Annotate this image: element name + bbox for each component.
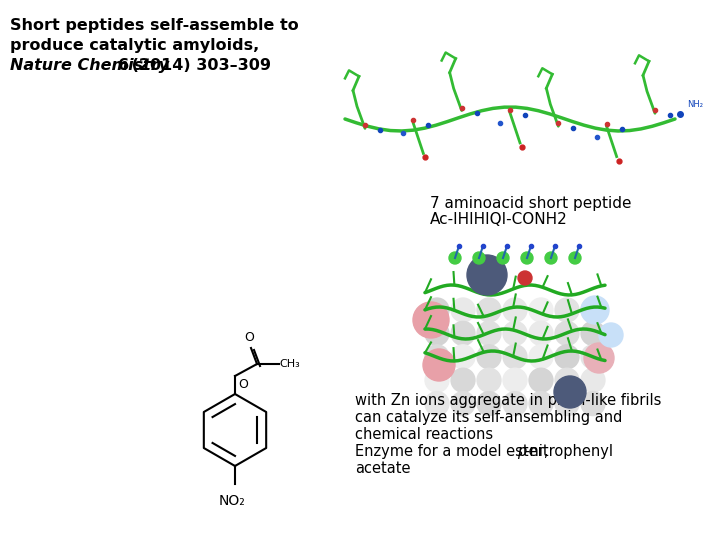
Circle shape xyxy=(581,296,609,324)
Text: (2014) 303–309: (2014) 303–309 xyxy=(126,58,271,73)
Circle shape xyxy=(451,345,475,369)
Circle shape xyxy=(413,302,449,338)
Circle shape xyxy=(584,343,614,373)
Circle shape xyxy=(599,323,623,347)
Text: acetate: acetate xyxy=(355,461,410,476)
Circle shape xyxy=(545,252,557,264)
Circle shape xyxy=(451,368,475,392)
Circle shape xyxy=(569,252,581,264)
Circle shape xyxy=(503,392,527,416)
Circle shape xyxy=(477,298,501,322)
Circle shape xyxy=(529,392,553,416)
Text: with Zn ions aggregate in prion-like fibrils: with Zn ions aggregate in prion-like fib… xyxy=(355,393,662,408)
Circle shape xyxy=(529,368,553,392)
Circle shape xyxy=(423,349,455,381)
Circle shape xyxy=(477,368,501,392)
Circle shape xyxy=(451,321,475,346)
Text: NO₂: NO₂ xyxy=(219,494,246,508)
Circle shape xyxy=(555,345,579,369)
Circle shape xyxy=(473,252,485,264)
Circle shape xyxy=(451,298,475,322)
Circle shape xyxy=(467,255,507,295)
Circle shape xyxy=(477,321,501,346)
Circle shape xyxy=(425,392,449,416)
Circle shape xyxy=(521,252,533,264)
Circle shape xyxy=(477,392,501,416)
Circle shape xyxy=(477,345,501,369)
Circle shape xyxy=(581,298,605,322)
Text: Nature Chemistry: Nature Chemistry xyxy=(10,58,169,73)
Text: chemical reactions: chemical reactions xyxy=(355,427,493,442)
Circle shape xyxy=(581,392,605,416)
Circle shape xyxy=(503,321,527,346)
Circle shape xyxy=(529,298,553,322)
Circle shape xyxy=(518,271,532,285)
Circle shape xyxy=(529,345,553,369)
Circle shape xyxy=(554,376,586,408)
Text: Short peptides self-assemble to: Short peptides self-assemble to xyxy=(10,18,299,33)
Text: O: O xyxy=(238,377,248,390)
Text: Enzyme for a model ester,: Enzyme for a model ester, xyxy=(355,444,553,459)
Text: p: p xyxy=(517,444,526,459)
Circle shape xyxy=(449,252,461,264)
Circle shape xyxy=(555,321,579,346)
Circle shape xyxy=(503,345,527,369)
Circle shape xyxy=(425,298,449,322)
Circle shape xyxy=(425,321,449,346)
Circle shape xyxy=(581,345,605,369)
Circle shape xyxy=(497,252,509,264)
Circle shape xyxy=(503,298,527,322)
Circle shape xyxy=(451,392,475,416)
Text: NH₂: NH₂ xyxy=(687,100,703,109)
Text: 6: 6 xyxy=(118,58,129,73)
Circle shape xyxy=(581,321,605,346)
Text: CH₃: CH₃ xyxy=(279,359,300,369)
Text: produce catalytic amyloids,: produce catalytic amyloids, xyxy=(10,38,259,53)
Circle shape xyxy=(529,321,553,346)
Circle shape xyxy=(503,368,527,392)
Circle shape xyxy=(555,368,579,392)
Circle shape xyxy=(555,298,579,322)
Circle shape xyxy=(581,368,605,392)
Text: O: O xyxy=(244,331,254,344)
Text: Ac-IHIHIQI-CONH2: Ac-IHIHIQI-CONH2 xyxy=(430,212,568,227)
Circle shape xyxy=(555,392,579,416)
Text: 7 aminoacid short peptide: 7 aminoacid short peptide xyxy=(430,196,631,211)
Text: -nitrophenyl: -nitrophenyl xyxy=(524,444,613,459)
Text: can catalyze its self-ansembling and: can catalyze its self-ansembling and xyxy=(355,410,622,425)
Circle shape xyxy=(425,345,449,369)
Circle shape xyxy=(425,368,449,392)
